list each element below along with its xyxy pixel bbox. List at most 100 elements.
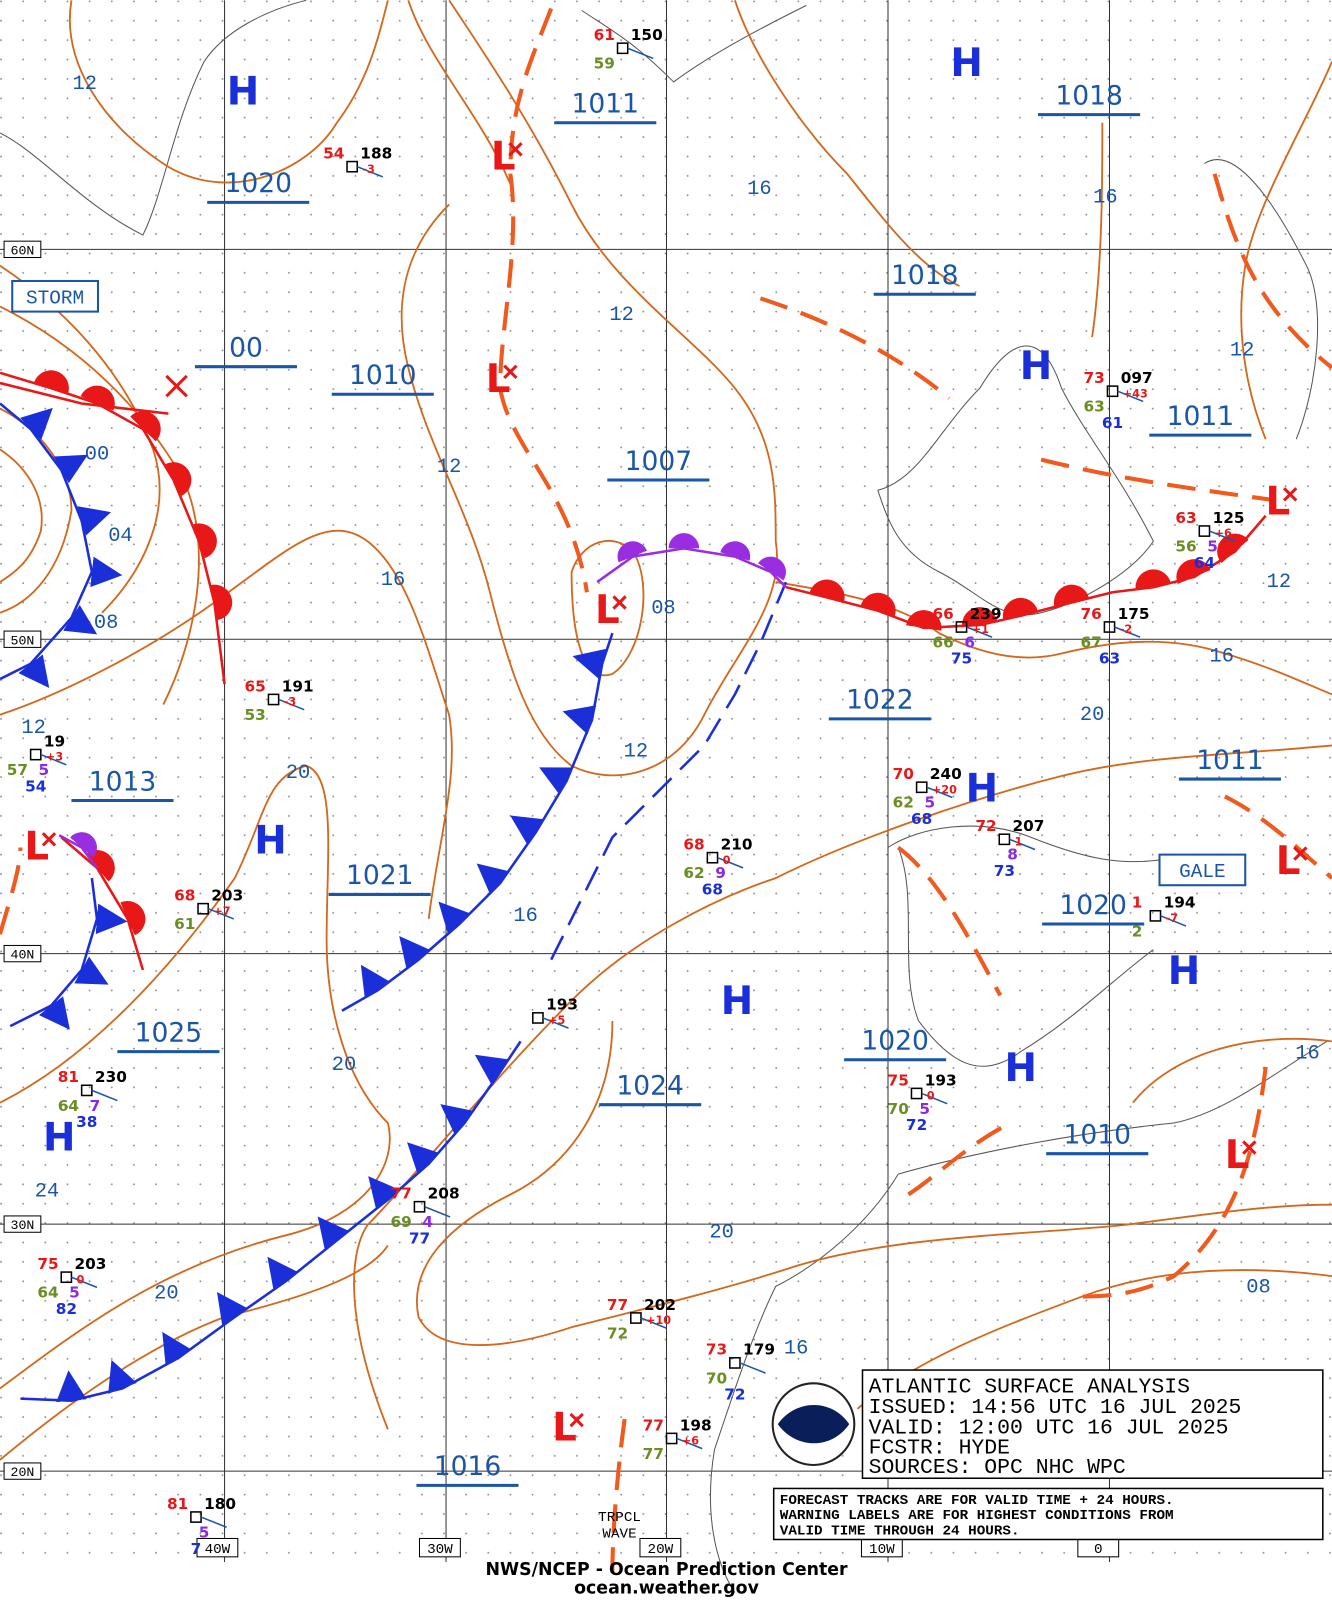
wind-barb [676,1437,703,1450]
station-sst: 7 [191,1540,202,1558]
isobar-label: 20 [1080,704,1105,727]
lon-label: 10W [869,1542,895,1558]
wind-barb [91,1089,118,1102]
station-temp: 76 [1080,605,1101,623]
station-temp: 68 [174,887,195,905]
warning-box [11,279,100,313]
storm-x [165,374,188,398]
low-center: L [1225,1133,1250,1178]
station-tendency: -3 [284,696,296,709]
station-tendency: 0 [723,854,731,867]
high-center: H [1020,344,1052,389]
station-pressure: 191 [282,677,314,695]
station-dewpoint: 56 [1175,537,1196,555]
wind-barb [1160,915,1187,927]
info-forecaster: FCSTR: HYDE [869,1437,1010,1461]
wind-barb [966,626,993,638]
low-x [612,595,627,610]
station-sst: 61 [1102,414,1123,432]
lon-label: 20W [648,1542,674,1558]
station-plot: 81 180 57 [167,1495,236,1558]
pressure-label: 1011 [1196,745,1263,776]
pressure-label: 00 [229,333,263,364]
station-tendency: +6 [1215,527,1232,540]
troughs [0,7,1332,1573]
isobar-label: 24 [35,1181,60,1204]
isobar-label: 20 [286,762,311,785]
station-pressure: 188 [360,144,392,162]
station-tendency: +43 [1123,387,1148,400]
station-plot: 193+5 [532,996,578,1029]
low-x [508,142,523,157]
station-plot: 63 125+6 56 564 [1175,509,1244,572]
wind-barb [200,1516,227,1528]
station-temp: 73 [1084,369,1105,387]
station-temp: 65 [245,677,266,695]
lat-label: 60N [11,243,35,258]
station-pressure: 208 [428,1185,460,1203]
isobar-label: 00 [85,444,110,467]
isobar-label: 08 [1246,1276,1271,1299]
station-dewpoint: 61 [174,915,195,933]
station-plot: 68 203+7 61 [174,887,243,934]
lon-label-box [418,1537,461,1558]
station-weather: 8 [1007,846,1018,864]
lon-label-box [196,1537,239,1558]
isobar-label: 04 [108,525,133,548]
station-temp: 75 [37,1255,58,1273]
isobar-label: 20 [154,1283,179,1306]
high-center: H [1004,1046,1036,1091]
station-dewpoint: 62 [893,794,914,812]
station-dewpoint: 70 [706,1369,727,1387]
isobar-label: 16 [381,569,406,592]
isobar-label: 12 [1230,339,1255,362]
lat-label-box [3,240,42,259]
pressure-label: 1018 [891,260,958,291]
wind-barb [926,786,953,799]
station-pressure: 175 [1118,605,1150,623]
footer: NWS/NCEP - Ocean Prediction Center [485,1560,848,1580]
wind-barb [542,1017,569,1029]
info-box [861,1369,1324,1480]
isobar-label: 08 [94,612,119,635]
station-sst: 75 [951,650,972,668]
pressure-label: 1010 [1063,1119,1130,1150]
station-plot: 54 188-3 [323,144,392,178]
station-plot: 66 239+166 675 [932,605,1001,668]
station-pressure: 193 [546,996,578,1014]
station-temp: 81 [58,1068,79,1086]
station-temp: 75 [888,1071,909,1089]
station-tendency: +5 [548,1014,565,1027]
isobar-label: 12 [624,741,648,764]
pressure-label: 1016 [434,1451,501,1482]
station-pressure: 179 [743,1341,775,1359]
pressure-label: 1011 [1167,401,1234,432]
station-temp: 61 [594,26,615,44]
station-pressure: 207 [1013,817,1045,835]
lon-label-box [639,1537,682,1558]
lat-label: 30N [11,1218,35,1233]
low-x [1282,487,1298,502]
station-temp: 54 [323,144,344,162]
note-line: VALID TIME THROUGH 24 HOURS. [780,1523,1020,1539]
station-tendency: 1 [1015,835,1023,848]
isobar-label: 16 [1295,1043,1320,1066]
station-pressure: 210 [721,836,753,854]
wave-label: TRPCL [598,1510,641,1526]
station-pressure: 203 [75,1255,107,1273]
lat-label: 40N [11,948,35,963]
low-center: L [595,588,620,633]
station-temp: 77 [643,1416,664,1434]
pressure-label: 1013 [89,766,156,797]
station-sst: 68 [911,810,932,828]
fronts [0,370,1267,1403]
warning-label: GALE [1179,861,1226,883]
lat-label-box [3,944,42,963]
station-tendency: +20 [932,783,957,796]
station-pressure: 240 [930,765,962,783]
